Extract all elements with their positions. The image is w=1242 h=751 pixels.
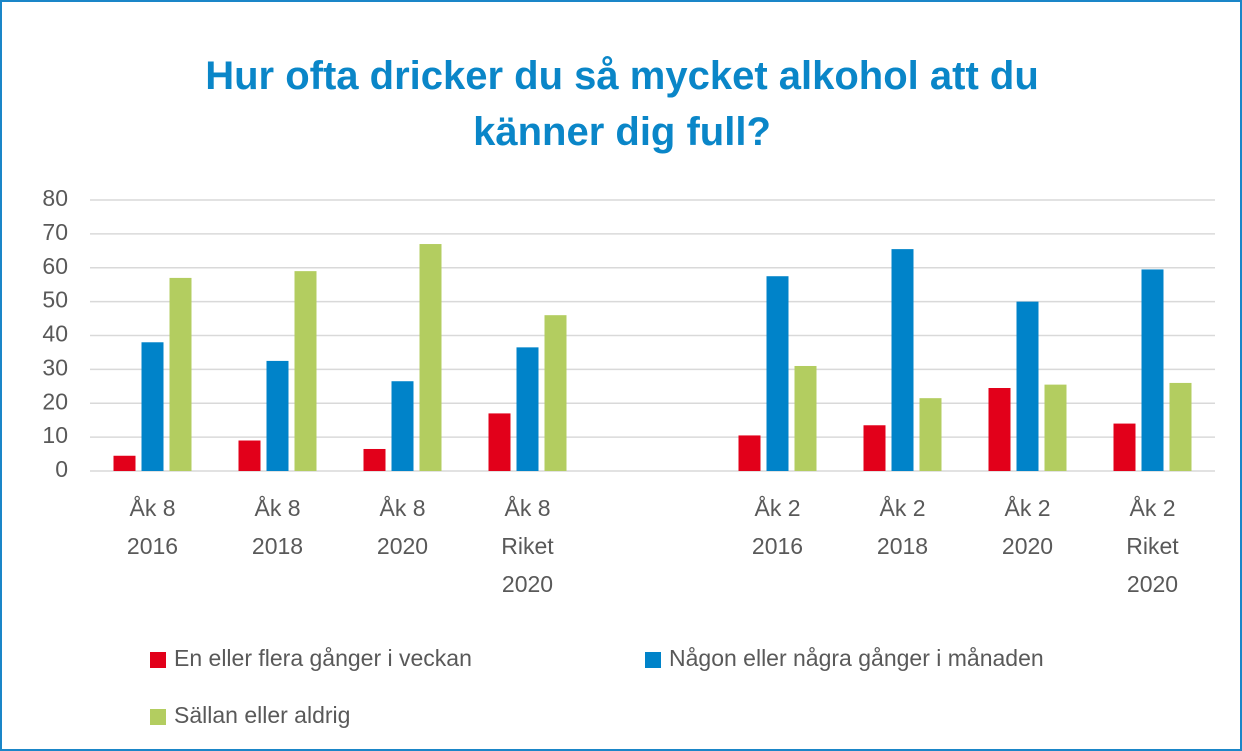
bar <box>891 249 914 471</box>
x-tick-label: Åk 8 2016 <box>127 494 178 559</box>
bar <box>738 435 761 471</box>
legend-label: Någon eller några gånger i månaden <box>669 645 1044 671</box>
legend-label: En eller flera gånger i veckan <box>174 645 472 671</box>
x-tick-label: Åk 2 2018 <box>877 494 928 559</box>
chart-title: Hur ofta dricker du så mycket alkohol at… <box>205 54 1039 154</box>
x-tick-label: Åk 8 2018 <box>252 494 303 559</box>
legend-swatch <box>150 652 166 668</box>
y-tick-label: 40 <box>42 321 68 347</box>
bar <box>1169 382 1192 471</box>
y-tick-label: 20 <box>42 388 68 414</box>
x-tick-label: Åk 8 Riket 2020 <box>501 494 554 597</box>
x-tick-label: Åk 2 2016 <box>752 494 803 559</box>
bar <box>1113 423 1136 471</box>
bar <box>141 342 164 471</box>
bar <box>919 398 942 471</box>
x-tick-label: Åk 2 Riket 2020 <box>1126 494 1179 597</box>
bar <box>391 381 414 471</box>
bar <box>1016 301 1039 471</box>
bar <box>488 413 511 471</box>
x-tick-label: Åk 2 2020 <box>1002 494 1053 559</box>
bar <box>363 448 386 471</box>
bar <box>863 425 886 471</box>
bar <box>169 277 192 471</box>
bar <box>294 271 317 471</box>
bar <box>238 440 261 471</box>
bar <box>113 455 136 471</box>
bar <box>766 276 789 471</box>
legend-swatch <box>150 709 166 725</box>
bar <box>1044 384 1067 471</box>
bar <box>988 388 1011 471</box>
legend-label: Sällan eller aldrig <box>174 702 350 728</box>
legend-swatch <box>645 652 661 668</box>
y-tick-label: 80 <box>42 185 68 211</box>
bar <box>1141 269 1164 471</box>
bar <box>544 315 567 471</box>
bar <box>516 347 539 471</box>
y-tick-label: 60 <box>42 253 68 279</box>
y-tick-label: 70 <box>42 219 68 245</box>
x-tick-label: Åk 8 2020 <box>377 494 428 559</box>
y-tick-label: 10 <box>42 422 68 448</box>
bar <box>794 365 817 471</box>
y-tick-label: 50 <box>42 287 68 313</box>
bar <box>266 360 289 471</box>
y-tick-label: 0 <box>55 456 68 482</box>
y-tick-label: 30 <box>42 354 68 380</box>
bar <box>419 244 442 471</box>
